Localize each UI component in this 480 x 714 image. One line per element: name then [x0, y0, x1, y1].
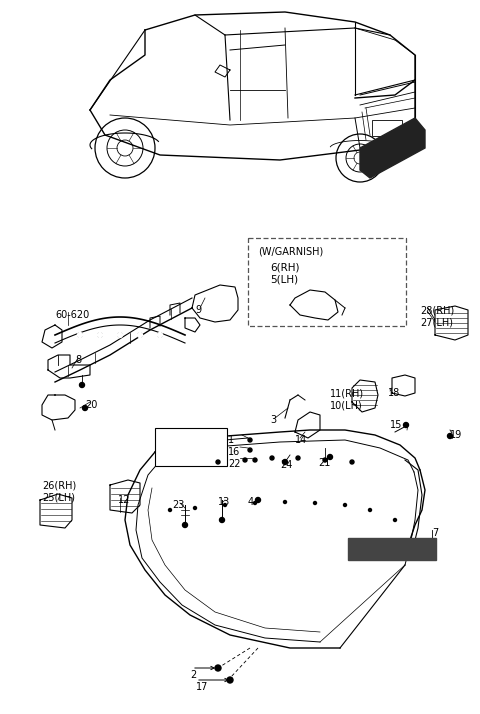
Circle shape — [369, 508, 372, 511]
Circle shape — [253, 458, 257, 462]
Text: 23: 23 — [172, 500, 184, 510]
Text: 60-620: 60-620 — [55, 310, 89, 320]
Circle shape — [296, 456, 300, 460]
Circle shape — [327, 455, 333, 460]
Text: 21: 21 — [318, 458, 330, 468]
Text: 28(RH): 28(RH) — [420, 305, 454, 315]
Circle shape — [224, 503, 227, 506]
Text: 24: 24 — [280, 460, 292, 470]
Text: 12: 12 — [118, 495, 131, 505]
Text: 4: 4 — [248, 497, 254, 507]
Circle shape — [216, 460, 220, 464]
Circle shape — [243, 458, 247, 462]
Circle shape — [447, 433, 453, 438]
Text: 27(LH): 27(LH) — [420, 317, 453, 327]
Text: (W/GARNISH): (W/GARNISH) — [258, 246, 323, 256]
Circle shape — [215, 665, 221, 671]
Text: 11(RH): 11(RH) — [330, 388, 364, 398]
Circle shape — [323, 458, 327, 462]
Circle shape — [248, 448, 252, 452]
Circle shape — [182, 523, 188, 528]
Text: 6(RH): 6(RH) — [270, 262, 300, 272]
Polygon shape — [360, 118, 425, 178]
Text: 5(LH): 5(LH) — [270, 274, 298, 284]
Text: 7: 7 — [432, 528, 438, 538]
Text: 8: 8 — [75, 355, 81, 365]
Circle shape — [168, 508, 171, 511]
Circle shape — [255, 498, 261, 503]
Circle shape — [83, 406, 87, 411]
Text: 15: 15 — [390, 420, 402, 430]
Circle shape — [284, 501, 287, 503]
Circle shape — [270, 456, 274, 460]
Text: 25(LH): 25(LH) — [42, 492, 75, 502]
Circle shape — [97, 333, 103, 338]
Text: 14: 14 — [295, 435, 307, 445]
Bar — [372, 120, 402, 136]
Text: 20: 20 — [85, 400, 97, 410]
Circle shape — [344, 503, 347, 506]
Circle shape — [80, 383, 84, 388]
Text: 2: 2 — [190, 670, 196, 680]
FancyBboxPatch shape — [155, 428, 227, 466]
Circle shape — [404, 423, 408, 428]
Text: 13: 13 — [218, 497, 230, 507]
Text: 10(LH): 10(LH) — [330, 400, 363, 410]
Circle shape — [283, 460, 288, 465]
Circle shape — [394, 518, 396, 521]
Circle shape — [118, 333, 122, 338]
Circle shape — [157, 333, 163, 338]
Text: 16: 16 — [228, 447, 240, 457]
Circle shape — [313, 501, 316, 505]
Circle shape — [227, 677, 233, 683]
Circle shape — [77, 333, 83, 338]
Text: 9: 9 — [195, 305, 201, 315]
Circle shape — [219, 518, 225, 523]
Circle shape — [137, 333, 143, 338]
Text: 26(RH): 26(RH) — [42, 480, 76, 490]
Text: 19: 19 — [450, 430, 462, 440]
Text: 6(RH): 6(RH) — [162, 430, 190, 440]
Circle shape — [193, 506, 196, 510]
Circle shape — [248, 438, 252, 442]
Text: 1: 1 — [228, 435, 234, 445]
Circle shape — [350, 460, 354, 464]
Text: 3: 3 — [270, 415, 276, 425]
Text: 5(LH): 5(LH) — [162, 442, 189, 452]
Text: 22: 22 — [228, 459, 240, 469]
Text: 18: 18 — [388, 388, 400, 398]
Bar — [348, 538, 436, 560]
Circle shape — [253, 501, 256, 505]
Text: 17: 17 — [196, 682, 208, 692]
